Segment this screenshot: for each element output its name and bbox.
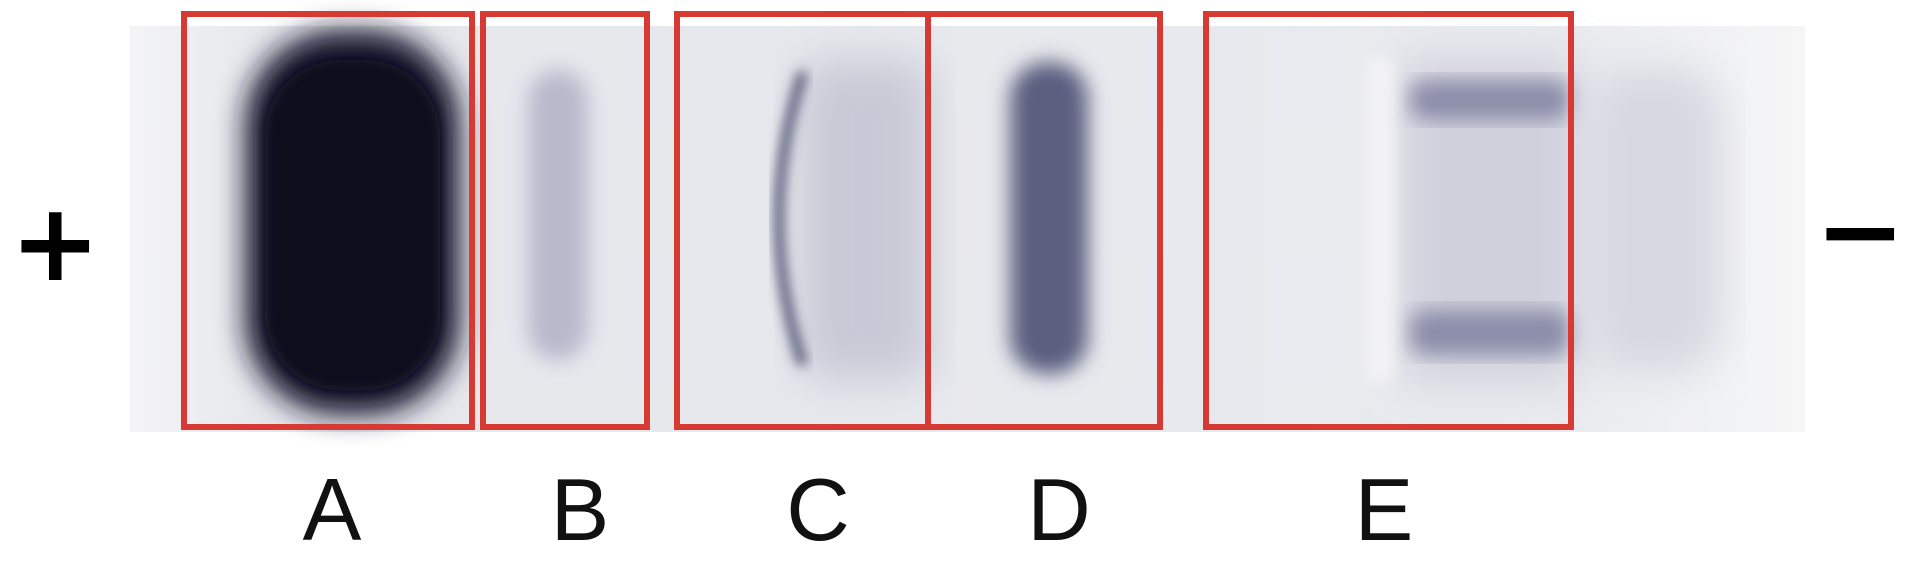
lane-label-b: B: [550, 460, 610, 559]
band-e-upper: [1410, 80, 1570, 120]
band-e-clear-stripe: [1365, 55, 1395, 385]
band-e-smear: [1400, 60, 1580, 380]
lane-box-e: [1203, 11, 1574, 430]
lane-label-a: A: [302, 460, 362, 559]
band-b: [528, 70, 588, 360]
lane-label-d: D: [1027, 460, 1091, 559]
lane-box-a: [181, 11, 475, 430]
band-c-line: [774, 70, 808, 367]
positive-electrode-sign: +: [10, 181, 101, 306]
band-c-smear: [800, 60, 930, 380]
lane-label-c: C: [786, 460, 850, 559]
lane-box-b: [480, 11, 650, 430]
negative-electrode-sign: −: [1815, 169, 1906, 294]
lane-label-e: E: [1354, 460, 1414, 559]
lane-box-d: [925, 11, 1163, 430]
band-d: [1010, 62, 1088, 374]
band-e-lower: [1410, 310, 1570, 355]
tail-smear: [1590, 70, 1720, 370]
band-a-core: [265, 60, 440, 390]
